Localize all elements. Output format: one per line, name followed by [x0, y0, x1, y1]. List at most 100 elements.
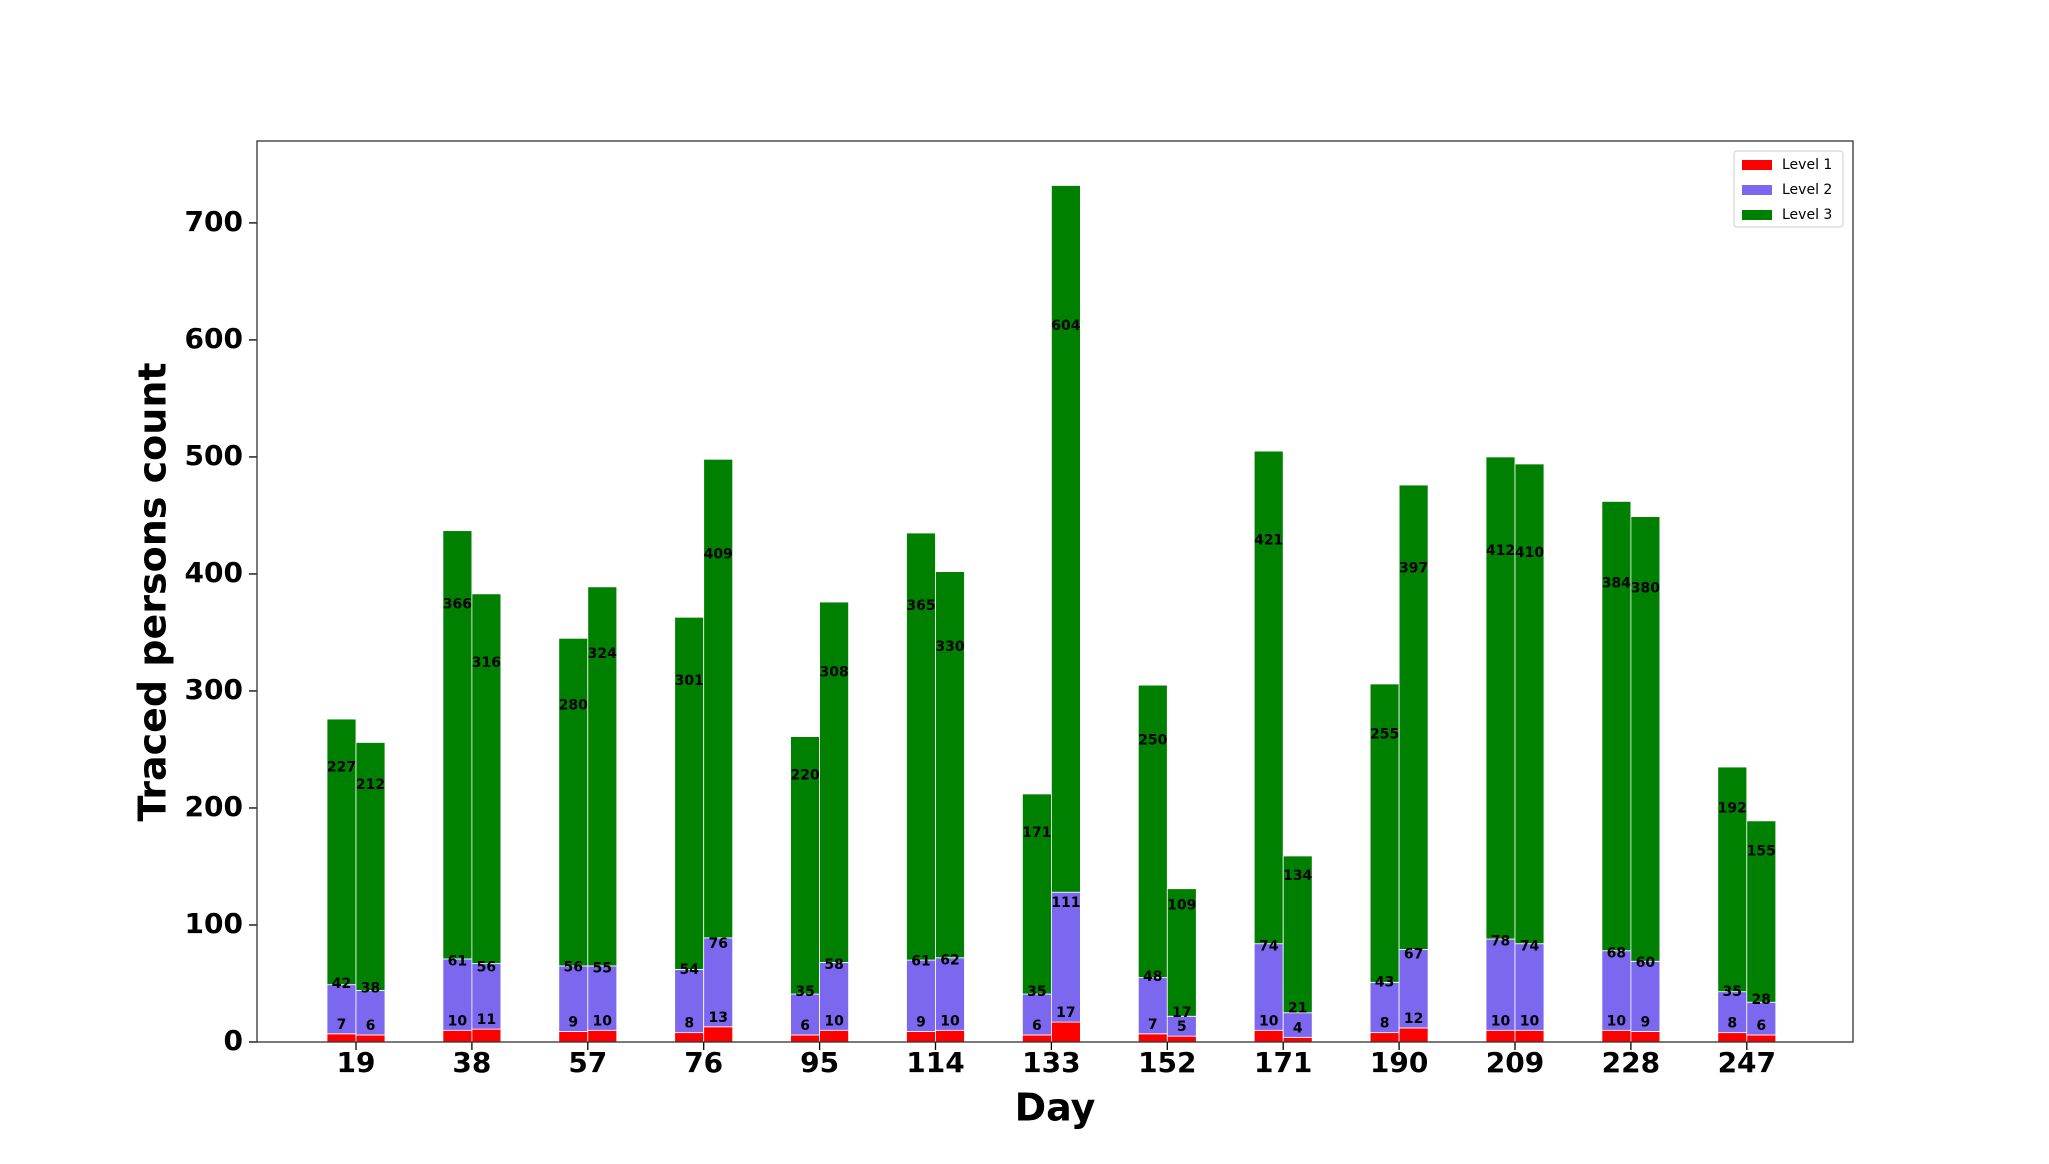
value-label: 308 — [819, 665, 848, 681]
value-label: 111 — [1051, 895, 1080, 911]
value-label: 6 — [1032, 1018, 1042, 1034]
bar-segment — [1746, 820, 1777, 1003]
bar-segment — [1485, 1029, 1516, 1043]
bar-segment — [703, 1026, 734, 1043]
legend-swatch — [1742, 185, 1772, 195]
value-label: 48 — [1143, 969, 1162, 985]
value-label: 76 — [708, 936, 727, 952]
value-label: 10 — [940, 1013, 960, 1029]
value-label: 171 — [1022, 825, 1051, 841]
value-label: 6 — [366, 1018, 376, 1034]
bar-segment — [819, 1029, 849, 1043]
bar-segment — [674, 616, 705, 970]
value-label: 13 — [708, 1010, 727, 1026]
value-label: 421 — [1254, 532, 1283, 548]
bar-segment — [471, 1028, 502, 1043]
bar-segment — [1514, 463, 1545, 945]
bar-segment — [1282, 1036, 1313, 1043]
y-tick-label: 100 — [185, 907, 243, 940]
bar-segment — [906, 532, 936, 961]
legend-swatch — [1742, 210, 1772, 220]
value-label: 55 — [593, 961, 612, 977]
bar-segment — [674, 1032, 705, 1043]
value-label: 42 — [332, 976, 351, 992]
value-label: 324 — [588, 646, 617, 662]
bar-segment — [790, 1034, 820, 1043]
value-label: 12 — [1404, 1011, 1423, 1027]
value-label: 56 — [564, 959, 583, 975]
bar-segment — [471, 593, 502, 965]
bar-segment — [326, 1033, 357, 1043]
value-label: 62 — [940, 952, 959, 968]
value-label: 280 — [559, 697, 588, 713]
bar-segment — [1369, 1032, 1400, 1043]
x-tick-label: 19 — [337, 1046, 376, 1079]
value-label: 43 — [1375, 975, 1394, 991]
x-tick-label: 190 — [1370, 1046, 1428, 1079]
x-tick-label: 228 — [1602, 1046, 1660, 1079]
value-label: 28 — [1752, 992, 1771, 1008]
plot-frame — [256, 140, 1854, 1043]
value-label: 21 — [1288, 1000, 1307, 1016]
value-label: 11 — [477, 1012, 496, 1028]
x-tick-label: 171 — [1254, 1046, 1312, 1079]
y-axis-label: Traced persons count — [131, 362, 175, 821]
value-label: 7 — [1148, 1017, 1158, 1033]
bar-segment — [355, 742, 386, 991]
value-label: 134 — [1283, 868, 1312, 884]
y-tick-label: 700 — [185, 205, 243, 238]
bar-segment — [1717, 991, 1748, 1034]
bar-segment — [1746, 1034, 1777, 1043]
value-label: 227 — [327, 759, 356, 775]
value-label: 8 — [1727, 1016, 1737, 1032]
value-label: 78 — [1491, 934, 1510, 950]
value-label: 10 — [1491, 1013, 1511, 1029]
bar-segment — [1601, 500, 1632, 952]
legend-label: Level 1 — [1782, 157, 1832, 173]
bar-segment — [1022, 1034, 1052, 1043]
bar-segment — [558, 637, 589, 967]
bar-segment — [355, 1034, 386, 1043]
value-label: 192 — [1718, 800, 1747, 816]
x-tick-label: 133 — [1022, 1046, 1080, 1079]
bar-segment — [935, 957, 965, 1031]
value-label: 9 — [1641, 1014, 1651, 1030]
bar-segment — [703, 458, 734, 939]
bar-segment — [1282, 1012, 1313, 1038]
x-tick-label: 38 — [452, 1046, 491, 1079]
value-label: 35 — [795, 984, 814, 1000]
value-label: 155 — [1747, 844, 1776, 860]
bar-segment — [1398, 949, 1429, 1029]
value-label: 8 — [1380, 1016, 1390, 1032]
value-label: 67 — [1404, 947, 1423, 963]
value-label: 10 — [1520, 1013, 1540, 1029]
x-tick-label: 152 — [1138, 1046, 1196, 1079]
bar-segment — [1166, 888, 1197, 1017]
bar-segment — [1369, 981, 1400, 1034]
value-label: 54 — [679, 962, 699, 978]
value-label: 74 — [1520, 938, 1540, 954]
value-label: 409 — [704, 546, 733, 562]
value-label: 330 — [935, 639, 964, 655]
value-label: 35 — [1723, 984, 1742, 1000]
bar-segment — [1514, 1029, 1545, 1043]
y-tick-label: 500 — [185, 439, 243, 472]
bar-segment — [935, 571, 965, 959]
x-tick-label: 76 — [684, 1046, 723, 1079]
value-label: 58 — [824, 957, 843, 973]
bar-segment — [1253, 1029, 1284, 1043]
value-label: 397 — [1399, 560, 1428, 576]
value-label: 410 — [1515, 545, 1544, 561]
value-label: 5 — [1177, 1019, 1187, 1035]
value-label: 61 — [448, 954, 467, 970]
value-label: 365 — [906, 598, 935, 614]
value-label: 10 — [1607, 1013, 1627, 1029]
bar-segment — [1022, 993, 1052, 1036]
value-label: 4 — [1293, 1020, 1303, 1036]
x-tick-label: 95 — [800, 1046, 839, 1079]
bar-segment — [1137, 1033, 1168, 1043]
value-label: 6 — [800, 1018, 810, 1034]
bar-segment — [1137, 977, 1168, 1035]
value-label: 38 — [361, 981, 380, 997]
